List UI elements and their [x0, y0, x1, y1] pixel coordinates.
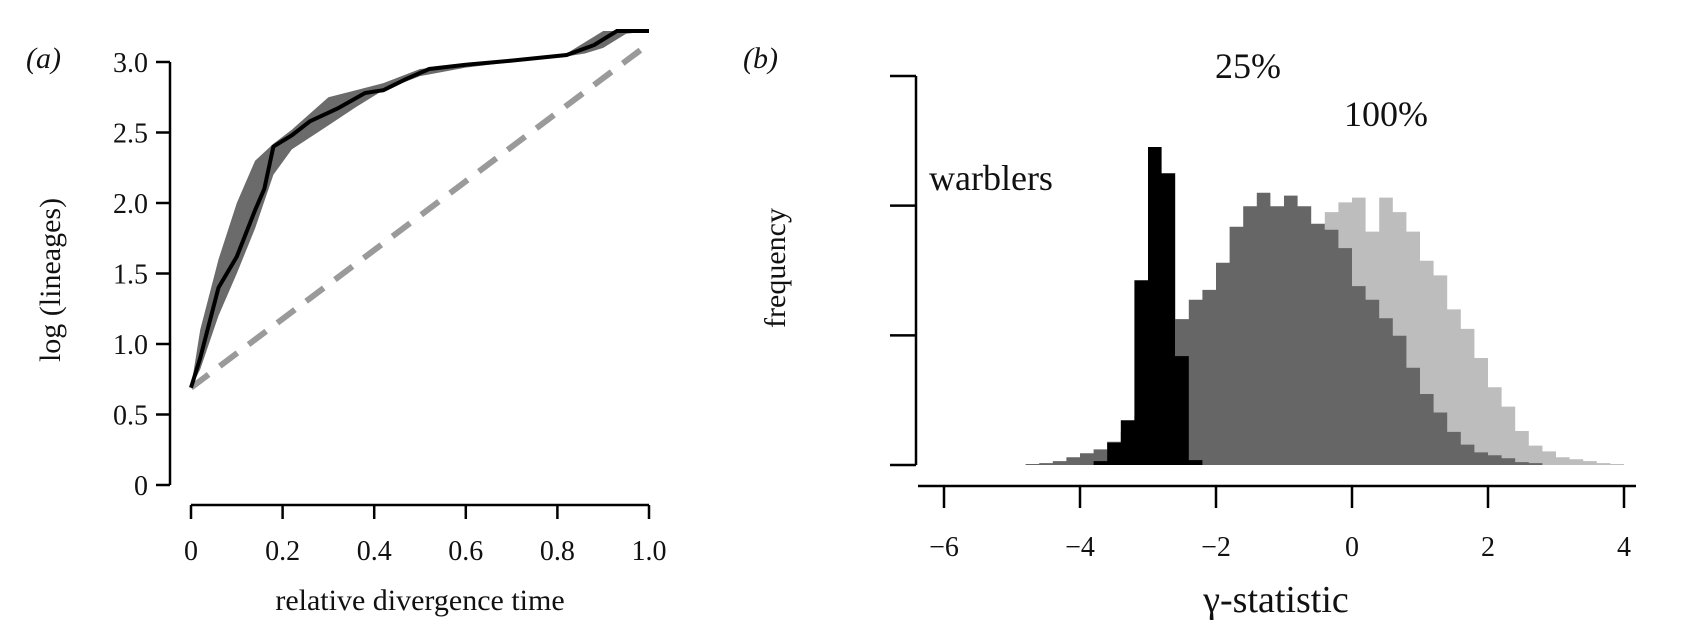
x-axis-title: relative divergence time [275, 584, 564, 617]
panel-a: (a) 0 0.5 1.0 1.5 2.0 2.5 3.0 0 0.2 0.4 0.6 0.8 1.0 re… [26, 29, 667, 617]
y-tick-label: 1.5 [113, 260, 148, 291]
annotation-25pct: 25% [1215, 46, 1281, 86]
histogram-warblers [1093, 147, 1203, 465]
x-tick-label: −6 [929, 532, 959, 563]
x-tick-label: −4 [1065, 532, 1095, 563]
x-tick-label: 0 [1345, 532, 1359, 563]
panel-a-label: (a) [26, 42, 61, 75]
y-axis-title: frequency [759, 208, 792, 328]
x-tick-label: 1.0 [632, 536, 667, 567]
annotation-100pct: 100% [1344, 94, 1428, 134]
y-tick-label: 1.0 [113, 330, 148, 361]
x-tick-label: 4 [1617, 532, 1631, 563]
y-axis-title: log (lineages) [34, 198, 67, 362]
x-tick-label: 0.4 [357, 536, 392, 567]
panel-b-label: (b) [743, 42, 778, 75]
x-axis-title: γ-statistic [1202, 579, 1349, 621]
panel-b: (b) −6 −4 −2 0 2 4 γ-statistic frequency warblers… [743, 42, 1636, 621]
y-tick-label: 3.0 [113, 48, 148, 79]
x-tick-label: −2 [1201, 532, 1231, 563]
confidence-band [191, 31, 649, 388]
x-tick-label: 0.2 [265, 536, 300, 567]
x-tick-label: 0.6 [448, 536, 483, 567]
y-tick-label: 2.5 [113, 119, 148, 150]
y-tick-label: 0.5 [113, 401, 148, 432]
dashed-reference-line [189, 41, 651, 391]
y-tick-label: 0 [134, 471, 148, 502]
x-tick-label: 0 [184, 536, 198, 567]
x-tick-label: 0.8 [540, 536, 575, 567]
lineage-line [189, 29, 649, 389]
annotation-warblers: warblers [929, 158, 1053, 198]
y-tick-label: 2.0 [113, 189, 148, 220]
x-tick-label: 2 [1481, 532, 1495, 563]
